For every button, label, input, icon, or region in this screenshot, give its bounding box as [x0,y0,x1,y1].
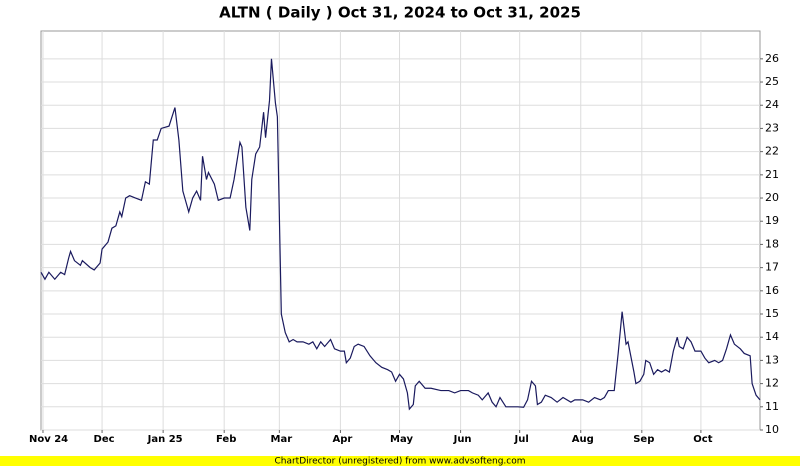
x-tick-label: Apr [332,434,352,445]
y-tick-label: 12 [765,377,779,390]
y-tick-label: 24 [765,98,779,111]
x-tick-label: Nov 24 [29,434,68,445]
footer-band [0,456,800,466]
y-tick-label: 11 [765,400,779,413]
y-tick-label: 14 [765,330,779,343]
x-tick-label: Dec [94,434,115,445]
x-tick-label: Jan 25 [147,434,183,445]
y-tick-label: 17 [765,261,779,274]
y-tick-label: 25 [765,75,779,88]
y-tick-label: 20 [765,191,779,204]
x-tick-label: May [390,434,413,445]
y-tick-label: 21 [765,168,779,181]
x-tick-label: Sep [633,434,654,445]
y-tick-label: 15 [765,307,779,320]
x-tick-label: Oct [693,434,712,445]
footer: ChartDirector (unregistered) from www.ad… [274,457,525,466]
y-tick-label: 10 [765,423,779,436]
y-tick-label: 19 [765,214,779,227]
y-tick-label: 13 [765,353,779,366]
y-tick-label: 22 [765,145,779,158]
x-tick-label: Mar [271,434,293,445]
price-line [40,58,761,411]
x-tick-label: Jun [453,434,472,445]
y-tick-label: 23 [765,121,779,134]
plot-area [40,30,761,431]
y-tick-label: 26 [765,52,779,65]
x-tick-label: Jul [514,434,529,445]
y-tick-label: 16 [765,284,779,297]
x-tick-label: Aug [572,434,594,445]
chart-title: ALTN ( Daily ) Oct 31, 2024 to Oct 31, 2… [219,4,581,22]
y-tick-label: 18 [765,237,779,250]
x-tick-label: Feb [216,434,236,445]
